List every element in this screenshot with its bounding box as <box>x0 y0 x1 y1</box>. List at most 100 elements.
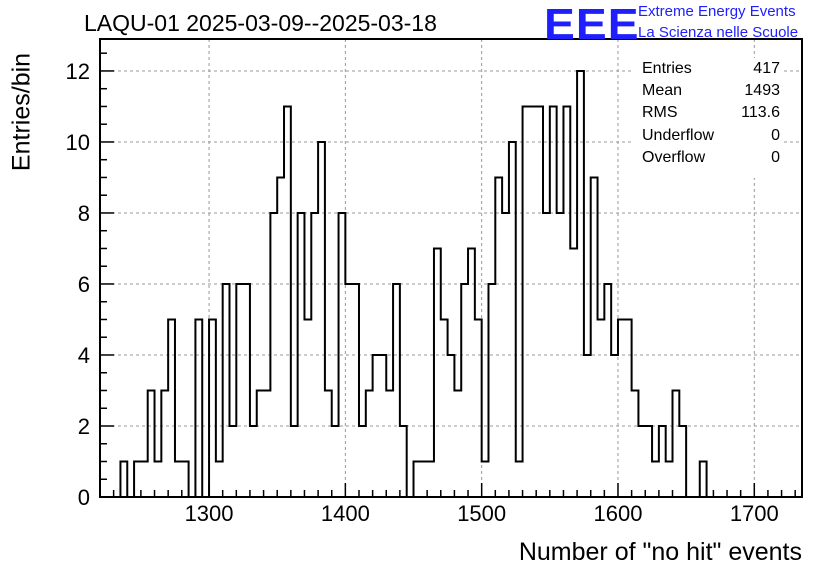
stat-value: 0 <box>771 127 780 144</box>
plot-frame <box>99 38 803 498</box>
histogram-bin <box>700 461 707 497</box>
stat-entries: Entries 417 <box>642 60 780 82</box>
eee-logo: EEE <box>544 0 640 49</box>
histogram-bin <box>223 284 230 497</box>
histogram-bin <box>291 426 298 497</box>
stat-value: 1493 <box>744 82 780 99</box>
y-tick-label: 12 <box>66 59 90 84</box>
histogram-bin <box>141 461 148 497</box>
histogram-bin <box>645 426 652 497</box>
histogram-bin <box>284 106 291 497</box>
x-tick-label: 1300 <box>185 501 234 526</box>
stat-label: RMS <box>642 104 678 121</box>
y-tick-label: 4 <box>78 343 90 368</box>
histogram-bin <box>488 284 495 497</box>
stat-mean: Mean 1493 <box>642 82 780 104</box>
stat-value: 113.6 <box>741 104 780 121</box>
histogram-bin <box>304 319 311 497</box>
histogram-bin <box>386 390 393 497</box>
histogram-bin <box>400 426 407 497</box>
histogram-bin <box>325 390 332 497</box>
stat-value: 0 <box>771 149 780 166</box>
histogram-bin <box>345 284 352 497</box>
histogram-bin <box>434 248 441 497</box>
histogram-bin <box>659 426 666 497</box>
histogram-bin <box>638 426 645 497</box>
histogram-bin <box>414 461 421 497</box>
histogram-bin <box>155 461 162 497</box>
y-tick-label: 0 <box>78 485 90 510</box>
stat-label: Entries <box>642 60 692 77</box>
histogram-bin <box>570 248 577 497</box>
histogram-bin <box>523 106 530 497</box>
histogram-bin <box>359 426 366 497</box>
histogram-bin <box>161 390 168 497</box>
histogram-bin <box>120 461 127 497</box>
y-tick-label: 2 <box>78 414 90 439</box>
histogram-bin <box>209 319 216 497</box>
stat-label: Mean <box>642 82 683 99</box>
histogram-bin <box>393 284 400 497</box>
stat-label: Underflow <box>642 127 715 144</box>
histogram-bin <box>420 461 427 497</box>
y-tick-label: 10 <box>66 130 90 155</box>
histogram-bin <box>563 106 570 497</box>
histogram-bin <box>550 106 557 497</box>
histogram-bin <box>243 284 250 497</box>
histogram-bin <box>168 319 175 497</box>
histogram-bin <box>461 284 468 497</box>
histogram-bin <box>509 142 516 497</box>
histogram-bin <box>673 390 680 497</box>
histogram-bin <box>134 461 141 497</box>
logo-line-1: Extreme Energy Events <box>638 3 796 20</box>
histogram-bin <box>652 461 659 497</box>
histogram-bin <box>236 284 243 497</box>
histogram-bin <box>454 390 461 497</box>
histogram-bin <box>182 461 189 497</box>
logo-line-2: La Scienza nelle Scuole <box>638 24 799 41</box>
histogram-bin <box>604 284 611 497</box>
stat-underflow: Underflow 0 <box>642 127 780 149</box>
histogram-bin <box>366 390 373 497</box>
histogram-bin <box>618 319 625 497</box>
histogram-bin <box>318 142 325 497</box>
stat-overflow: Overflow 0 <box>642 149 780 171</box>
histogram-bin <box>529 106 536 497</box>
histogram-bin <box>216 461 223 497</box>
x-axis-label: Number of "no hit" events <box>518 538 802 566</box>
stats-box: Entries 417 Mean 1493 RMS 113.6 Underflo… <box>634 58 784 178</box>
x-tick-label: 1600 <box>594 501 643 526</box>
histogram-bin <box>250 426 257 497</box>
stat-label: Overflow <box>642 149 706 166</box>
y-tick-label: 8 <box>78 201 90 226</box>
stat-rms: RMS 113.6 <box>642 104 780 126</box>
histogram-bin <box>536 106 543 497</box>
histogram-bin <box>482 461 489 497</box>
histogram-bin <box>598 319 605 497</box>
histogram-bin <box>277 177 284 497</box>
histogram-bin <box>632 390 639 497</box>
histogram-bin <box>257 390 264 497</box>
y-axis-label: Entries/bin <box>7 52 36 172</box>
histogram-bin <box>352 284 359 497</box>
histogram-bin <box>495 177 502 497</box>
histogram-bin <box>516 461 523 497</box>
histogram-bin <box>195 319 202 497</box>
histogram-bin <box>441 319 448 497</box>
y-tick-label: 6 <box>78 272 90 297</box>
x-tick-label: 1500 <box>457 501 506 526</box>
histogram-bin <box>148 390 155 497</box>
histogram-bin <box>229 426 236 497</box>
histogram-bin <box>679 426 686 497</box>
stat-value: 417 <box>753 60 780 77</box>
histogram-bin <box>666 461 673 497</box>
histogram-bin <box>427 461 434 497</box>
x-tick-label: 1700 <box>730 501 779 526</box>
histogram-bin <box>625 319 632 497</box>
x-tick-label: 1400 <box>321 501 370 526</box>
histogram-bin <box>332 426 339 497</box>
histogram-bin <box>591 177 598 497</box>
histogram-bin <box>175 461 182 497</box>
chart-title: LAQU-01 2025-03-09--2025-03-18 <box>84 10 437 36</box>
